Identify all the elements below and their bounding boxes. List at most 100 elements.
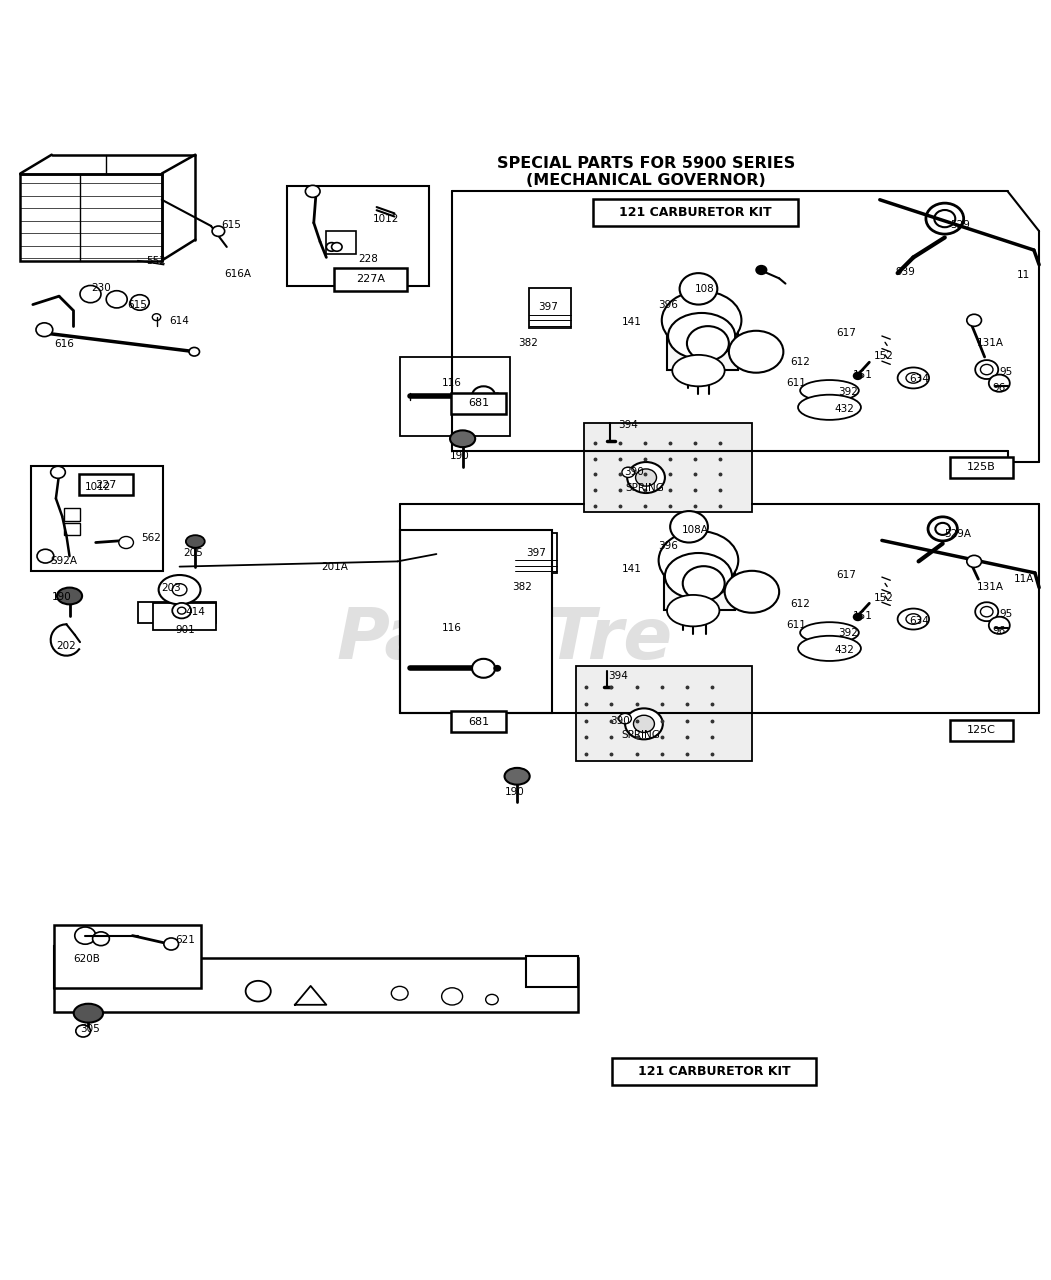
Text: 152: 152: [874, 593, 894, 603]
Bar: [287, 186, 429, 285]
Text: 131A: 131A: [976, 338, 1004, 348]
Bar: [526, 955, 578, 987]
Ellipse shape: [627, 462, 665, 493]
Text: 396: 396: [658, 540, 678, 550]
Bar: [54, 957, 578, 1012]
Text: 432: 432: [834, 404, 854, 415]
Text: 396: 396: [658, 300, 678, 310]
Text: 95: 95: [998, 609, 1012, 618]
Ellipse shape: [667, 595, 720, 626]
Ellipse shape: [934, 210, 955, 228]
Text: 230: 230: [91, 283, 110, 293]
Text: 1012: 1012: [373, 214, 399, 224]
Ellipse shape: [494, 393, 500, 398]
Bar: [576, 666, 751, 760]
Ellipse shape: [634, 716, 655, 732]
Text: 125B: 125B: [967, 462, 996, 472]
Text: 901: 901: [174, 625, 194, 635]
Text: 614: 614: [169, 316, 189, 326]
Bar: [584, 422, 751, 512]
Text: 611: 611: [786, 621, 806, 630]
Bar: [593, 198, 798, 227]
Text: 390: 390: [624, 467, 644, 477]
Bar: [54, 925, 201, 988]
Text: 11A: 11A: [1014, 575, 1034, 584]
Ellipse shape: [622, 467, 635, 477]
Ellipse shape: [898, 367, 929, 388]
Bar: [327, 232, 355, 255]
Text: 394: 394: [607, 671, 627, 681]
Text: 634: 634: [910, 374, 929, 384]
Ellipse shape: [450, 430, 475, 447]
Text: 11: 11: [1016, 270, 1030, 280]
Bar: [79, 475, 133, 495]
Text: 394: 394: [618, 420, 638, 430]
Text: 617: 617: [837, 570, 857, 580]
Text: SPECIAL PARTS FOR 5900 SERIES: SPECIAL PARTS FOR 5900 SERIES: [497, 156, 796, 170]
Ellipse shape: [37, 549, 54, 563]
Bar: [667, 317, 738, 370]
Ellipse shape: [853, 372, 862, 379]
Ellipse shape: [391, 987, 408, 1000]
Text: 305: 305: [81, 1024, 100, 1034]
Text: 634: 634: [910, 616, 929, 626]
Text: 611: 611: [786, 378, 806, 388]
Text: 939: 939: [895, 268, 914, 276]
Text: 95: 95: [998, 366, 1012, 376]
Bar: [399, 530, 552, 713]
Text: 141: 141: [621, 563, 641, 573]
Text: 203: 203: [161, 582, 181, 593]
Ellipse shape: [668, 312, 735, 360]
Ellipse shape: [853, 613, 862, 621]
Bar: [153, 603, 217, 630]
Bar: [612, 1059, 817, 1085]
Text: 432: 432: [834, 645, 854, 655]
Text: 227A: 227A: [356, 274, 385, 284]
Ellipse shape: [800, 380, 859, 401]
Ellipse shape: [935, 522, 950, 535]
Ellipse shape: [636, 468, 657, 486]
Bar: [399, 357, 510, 435]
Ellipse shape: [246, 980, 271, 1001]
Ellipse shape: [472, 659, 495, 678]
Ellipse shape: [798, 636, 861, 660]
Ellipse shape: [680, 273, 718, 305]
Text: 116: 116: [442, 623, 462, 634]
Ellipse shape: [687, 326, 728, 361]
Ellipse shape: [928, 517, 957, 541]
Text: 151: 151: [853, 370, 873, 380]
Ellipse shape: [164, 938, 179, 950]
Text: 116: 116: [442, 378, 462, 388]
Ellipse shape: [906, 614, 921, 625]
Ellipse shape: [486, 995, 498, 1005]
Ellipse shape: [130, 294, 149, 310]
Ellipse shape: [172, 584, 187, 595]
Ellipse shape: [331, 243, 342, 251]
Ellipse shape: [989, 375, 1010, 392]
Ellipse shape: [212, 227, 225, 237]
Bar: [950, 719, 1013, 741]
Text: 621: 621: [174, 934, 194, 945]
Ellipse shape: [80, 285, 101, 302]
Text: 562: 562: [141, 534, 161, 543]
Bar: [64, 508, 80, 521]
Ellipse shape: [57, 588, 82, 604]
Text: 529A: 529A: [944, 529, 971, 539]
Bar: [333, 268, 407, 291]
Text: 392: 392: [839, 387, 859, 397]
Text: 131A: 131A: [976, 581, 1004, 591]
Ellipse shape: [975, 602, 998, 621]
Ellipse shape: [75, 927, 96, 945]
Text: 615: 615: [128, 300, 147, 310]
Text: 620B: 620B: [73, 954, 100, 964]
Text: 205: 205: [183, 548, 203, 558]
Text: 397: 397: [538, 302, 558, 311]
Text: 228: 228: [357, 255, 377, 265]
Text: 382: 382: [513, 581, 532, 591]
Text: 141: 141: [621, 317, 641, 328]
Text: 617: 617: [837, 328, 857, 338]
Ellipse shape: [800, 622, 859, 643]
Ellipse shape: [504, 768, 530, 785]
Text: 612: 612: [790, 357, 810, 367]
Ellipse shape: [662, 291, 741, 349]
